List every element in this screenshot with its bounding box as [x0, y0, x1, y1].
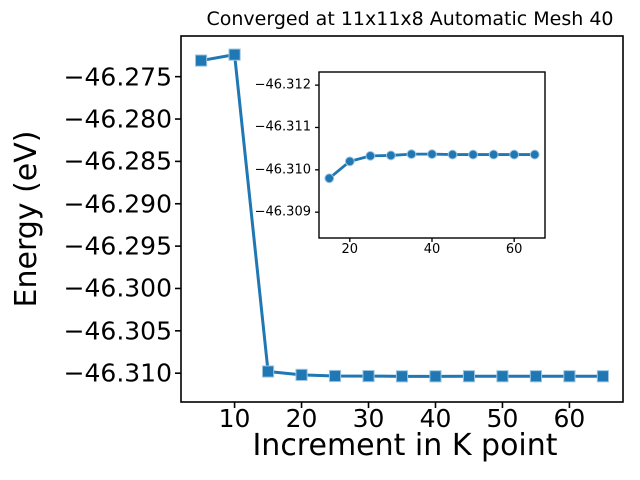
- inset-y-tick-label: −46.309: [254, 204, 311, 220]
- main-x-tick-label: 20: [285, 404, 318, 433]
- inset-x-tick-label: 60: [505, 242, 523, 257]
- inset-y-tick-label: −46.312: [254, 77, 311, 93]
- main-x-tick-label: 10: [218, 404, 251, 433]
- y-axis-label: Energy (eV): [9, 130, 44, 308]
- main-y-tick-label: −46.290: [63, 189, 172, 219]
- inset-axes-frame: [318, 71, 546, 239]
- main-x-tick-label: 40: [419, 404, 452, 433]
- main-axis-ticks: [175, 75, 571, 408]
- main-x-tick-label: 60: [553, 404, 586, 433]
- main-x-tick-label: 50: [486, 404, 519, 433]
- chart-title: Converged at 11x11x8 Automatic Mesh 40: [206, 8, 614, 30]
- main-y-tick-label: −46.305: [63, 316, 172, 346]
- main-x-tick-label: 30: [352, 404, 385, 433]
- main-series-markers: [194, 48, 610, 383]
- inset-axis-ticks: [315, 84, 515, 242]
- inset-x-tick-label: 40: [423, 242, 441, 257]
- main-y-tick-label: −46.300: [63, 273, 172, 303]
- x-axis-label: Increment in K point: [252, 428, 558, 463]
- main-y-tick-label: −46.275: [63, 62, 172, 92]
- main-y-tick-label: −46.310: [63, 358, 172, 388]
- main-y-tick-label: −46.280: [63, 104, 172, 134]
- inset-series-markers: [324, 149, 540, 184]
- inset-x-tick-label: 20: [341, 242, 359, 257]
- inset-y-tick-label: −46.310: [254, 162, 311, 178]
- main-y-tick-label: −46.285: [63, 146, 172, 176]
- main-axes-frame: [180, 35, 624, 403]
- inset-y-tick-label: −46.311: [254, 119, 311, 135]
- main-y-tick-label: −46.295: [63, 231, 172, 261]
